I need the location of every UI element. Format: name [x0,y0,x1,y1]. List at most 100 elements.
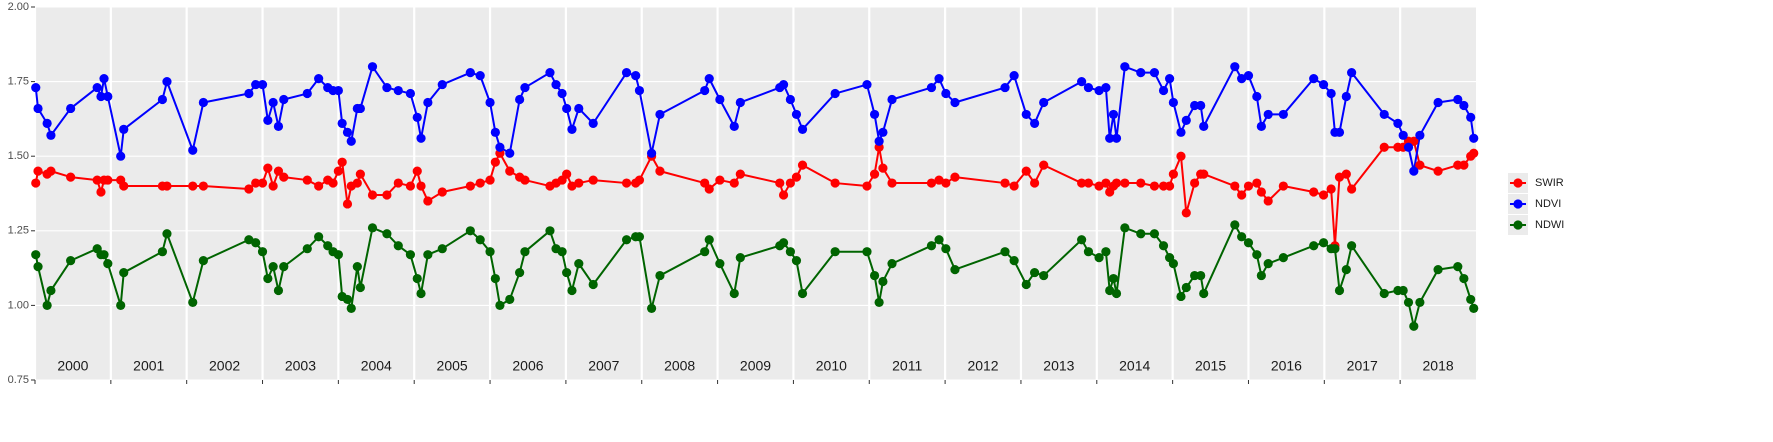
data-point [188,145,198,155]
data-point [1309,187,1319,197]
data-point [1149,68,1160,78]
data-point [475,178,485,188]
legend-label: SWIR [1535,177,1564,189]
data-point [263,163,273,173]
data-point [1230,62,1240,72]
data-point [465,68,475,78]
data-point [1101,247,1111,257]
legend-marker [1513,178,1523,188]
data-point [1009,71,1019,81]
data-point [273,121,284,131]
data-point [655,166,665,176]
data-point [333,250,343,260]
data-point [99,250,109,260]
data-point [775,178,785,188]
data-point [279,94,289,105]
y-tick-label: 0.75 [8,374,29,386]
data-point [1379,288,1389,299]
x-tick-label: 2014 [1119,358,1150,374]
data-point [1168,169,1178,179]
data-point [1379,142,1389,152]
data-point [251,178,261,188]
data-point [515,94,525,105]
data-point [1256,187,1266,197]
data-point [99,74,109,84]
data-point [162,181,172,191]
data-point [314,74,324,84]
data-point [655,270,665,281]
data-point [735,253,745,263]
data-point [1263,196,1273,206]
data-point [1309,241,1319,251]
data-point [279,172,289,182]
data-point [416,133,426,143]
data-point [157,247,168,257]
data-point [631,71,641,81]
data-point [1230,181,1240,191]
data-point [1199,121,1209,131]
data-point [520,247,530,257]
data-point [887,259,897,269]
data-point [1379,109,1389,120]
data-point [505,166,515,176]
x-tick-label: 2011 [892,358,922,374]
data-point [1039,270,1049,281]
data-point [1347,68,1357,78]
data-point [878,163,888,173]
data-point [646,148,657,158]
data-point [1029,118,1040,128]
data-point [715,175,725,185]
data-point [465,181,475,191]
data-point [655,109,665,120]
data-point [257,79,268,90]
data-point [1318,190,1329,200]
data-point [1334,127,1345,137]
data-point [475,235,485,245]
data-point [874,297,884,308]
data-point [66,256,76,266]
x-tick-label: 2002 [209,358,240,374]
data-point [1009,181,1019,191]
data-point [33,103,43,114]
data-point [1256,121,1266,131]
data-point [1466,112,1476,123]
data-point [1009,256,1019,266]
data-point [103,175,113,185]
data-point [926,178,937,188]
data-point [715,94,725,105]
data-point [342,199,353,209]
data-point [393,85,403,96]
data-point [797,160,808,170]
data-point [92,82,102,93]
data-point [405,88,416,99]
data-point [785,94,795,105]
data-point [729,178,739,188]
data-point [485,175,495,185]
data-point [1237,232,1247,242]
data-point [46,285,56,296]
data-point [342,294,353,305]
data-point [634,175,645,185]
data-point [778,238,789,248]
data-point [1120,223,1130,233]
data-point [704,235,714,245]
data-point [268,97,278,108]
data-point [382,229,392,239]
data-point [1039,160,1049,170]
data-point [1199,169,1209,179]
data-point [1168,97,1178,108]
legend-label: NDVI [1535,198,1561,210]
x-tick-label: 2003 [285,358,316,374]
data-point [1181,208,1191,218]
legend: SWIR NDVI NDWI [1508,173,1564,235]
x-tick-label: 2000 [57,358,88,374]
data-point [735,97,745,108]
data-point [42,118,52,128]
data-point [103,91,113,102]
data-point [862,79,872,90]
data-point [33,166,43,176]
data-point [1196,100,1206,111]
x-tick-label: 2008 [664,358,695,374]
data-point [31,82,41,93]
